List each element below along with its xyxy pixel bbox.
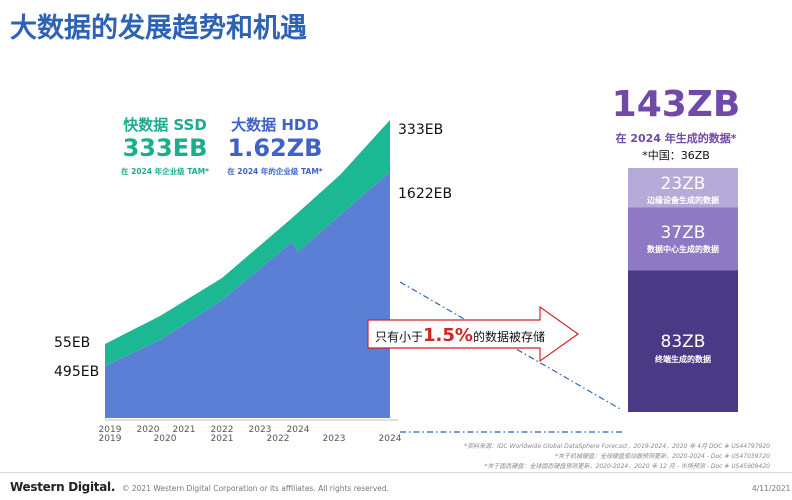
x-tick-label-top: 2023 <box>249 425 272 435</box>
x-tick-label-top: 2021 <box>173 425 196 435</box>
copyright-text: © 2021 Western Digital Corporation or it… <box>122 484 390 493</box>
callout-percent: 1.5% <box>423 325 473 346</box>
zoom-guide-line-upper <box>399 281 623 411</box>
area-layer <box>105 120 390 418</box>
footer-divider <box>0 472 792 473</box>
x-tick-label-bottom: 2020 <box>154 434 177 444</box>
slide-date: 4/11/2021 <box>752 484 791 493</box>
ssd-note: 在 2024 年企业级 TAM* <box>121 167 209 176</box>
segment-label-datacenter: 数据中心生成的数据 <box>647 245 719 254</box>
x-tick-label-bottom: 2019 <box>99 434 122 444</box>
hdd-note: 在 2024 年的企业级 TAM* <box>227 167 323 176</box>
segment-label-endpoint: 终端生成的数据 <box>655 355 711 364</box>
x-tick-label-top: 2022 <box>211 425 234 435</box>
stacked-bar-layer <box>399 168 738 433</box>
callout-prefix: 只有小于 <box>375 330 424 344</box>
footnote-source: *资料来源：IDC Worldwide Global DataSphere Fo… <box>464 443 770 450</box>
brand-logo: Western Digital. <box>10 480 116 494</box>
segment-label-edge: 边缘设备生成的数据 <box>647 196 719 205</box>
x-tick-label-top: 2024 <box>287 425 310 435</box>
hdd-start-label: 495EB <box>54 364 100 380</box>
ssd-end-label: 333EB <box>398 122 444 138</box>
total-subtitle: 在 2024 年生成的数据* <box>615 132 737 145</box>
stacked-bar-segment <box>628 207 738 271</box>
ssd-name: 快数据 SSD <box>123 116 207 134</box>
x-tick-label-top: 2019 <box>99 425 122 435</box>
x-tick-label-bottom: 2024 <box>379 434 402 444</box>
callout-arrow <box>367 305 580 363</box>
x-tick-label-bottom: 2021 <box>211 434 234 444</box>
x-tick-label-bottom: 2022 <box>267 434 290 444</box>
hdd-value: 1.62ZB <box>227 134 323 162</box>
ssd-start-label: 55EB <box>54 335 91 351</box>
x-tick-label-bottom: 2023 <box>323 434 346 444</box>
footnote-ssd: *关于固态硬盘：全球固态硬盘预测更新，2020-2024，2020 年 12 月… <box>484 463 770 470</box>
stacked-bar-segment <box>628 168 738 208</box>
segment-value-edge: 23ZB <box>660 174 706 194</box>
hdd-end-label: 1622EB <box>398 186 453 202</box>
ssd-area-series <box>105 120 390 366</box>
total-value: 143ZB <box>611 84 741 125</box>
x-tick-label-top: 2020 <box>137 425 160 435</box>
stacked-bar-segment <box>628 270 738 412</box>
footnote-hdd: *关于机械硬盘：全球硬盘驱动器预测更新，2020-2024 - Doc # US… <box>555 453 770 460</box>
segment-value-endpoint: 83ZB <box>660 332 706 352</box>
segment-value-datacenter: 37ZB <box>660 223 706 243</box>
china-total: *中国：36ZB <box>642 149 710 162</box>
slide-title: 大数据的发展趋势和机遇 <box>10 13 307 44</box>
callout-suffix: 的数据被存储 <box>472 330 545 344</box>
hdd-name: 大数据 HDD <box>231 116 319 134</box>
ssd-value: 333EB <box>122 134 208 162</box>
hdd-area-series <box>105 172 390 418</box>
callout-text: 只有小于1.5%的数据被存储 <box>375 325 545 346</box>
